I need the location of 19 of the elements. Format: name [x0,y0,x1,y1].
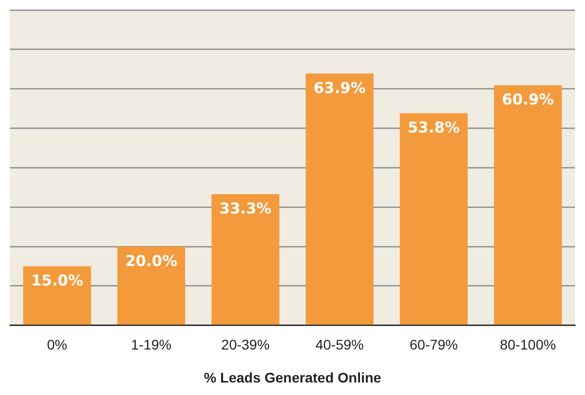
bar [494,85,562,325]
data-label: 20.0% [125,252,178,270]
x-tick-label: 1-19% [131,336,172,353]
data-label: 53.8% [408,118,460,137]
data-label: 33.3% [219,200,272,218]
data-label: 15.0% [31,272,84,290]
bar [400,113,468,325]
bar [23,266,91,325]
x-tick-label: 0% [46,336,68,353]
data-label: 63.9% [314,78,366,97]
bar [212,194,280,325]
x-axis-title: % Leads Generated Online [204,369,382,386]
x-tick-label: 40-59% [315,336,364,353]
data-label: 60.9% [502,90,554,109]
x-tick-label: 20-39% [221,336,270,353]
x-tick-label: 60-79% [410,336,458,353]
x-tick-label: 80-100% [500,336,556,353]
bar [306,73,374,325]
bar [117,246,186,325]
